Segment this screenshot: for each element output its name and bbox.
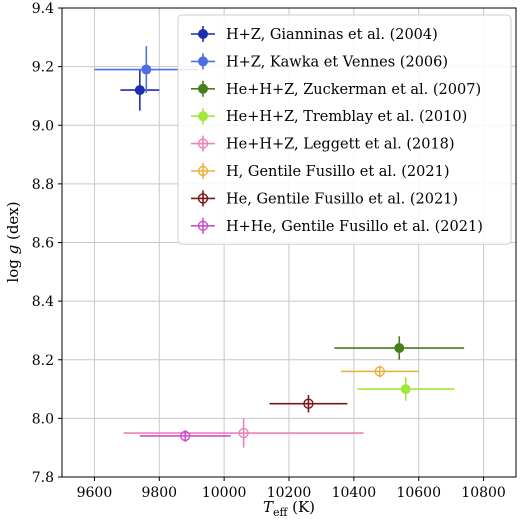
legend-entry: He+H+Z, Zuckerman et al. (2007) bbox=[191, 80, 481, 98]
legend-label: He, Gentile Fusillo et al. (2021) bbox=[226, 191, 458, 207]
data-point bbox=[340, 365, 419, 378]
x-tick-label: 10600 bbox=[396, 485, 441, 501]
data-point bbox=[357, 377, 455, 401]
legend-entry: He+H+Z, Leggett et al. (2018) bbox=[191, 135, 455, 153]
legend-marker bbox=[197, 138, 209, 149]
legend-label: H+Z, Gianninas et al. (2004) bbox=[226, 27, 438, 43]
x-tick-label: 9600 bbox=[77, 485, 113, 501]
x-tick-label: 10200 bbox=[267, 485, 312, 501]
marker bbox=[303, 398, 314, 409]
marker bbox=[400, 384, 411, 395]
legend-marker bbox=[198, 56, 208, 67]
marker bbox=[180, 430, 191, 442]
y-tick-label: 8.2 bbox=[32, 353, 54, 369]
legend-label: He+H+Z, Leggett et al. (2018) bbox=[226, 137, 455, 153]
legend-entry: He, Gentile Fusillo et al. (2021) bbox=[191, 190, 458, 207]
y-tick-label: 7.8 bbox=[32, 470, 54, 486]
legend-label: He+H+Z, Tremblay et al. (2010) bbox=[226, 109, 467, 125]
legend: H+Z, Gianninas et al. (2004) H+Z, Kawka e… bbox=[177, 14, 512, 245]
legend-entry: H+He, Gentile Fusillo et al. (2021) bbox=[191, 217, 483, 235]
data-point bbox=[334, 336, 465, 360]
legend-entry: H+Z, Gianninas et al. (2004) bbox=[191, 26, 438, 43]
legend-label: H, Gentile Fusillo et al. (2021) bbox=[226, 164, 449, 180]
x-tick-label: 10000 bbox=[202, 485, 247, 501]
marker bbox=[394, 343, 405, 354]
data-point bbox=[139, 430, 231, 442]
data-point bbox=[269, 394, 348, 413]
y-tick-label: 8.0 bbox=[32, 411, 54, 427]
y-tick-label: 9.2 bbox=[32, 60, 54, 76]
x-tick-label: 10800 bbox=[461, 485, 506, 501]
marker bbox=[134, 85, 145, 96]
data-point bbox=[123, 418, 364, 448]
legend-marker bbox=[197, 193, 209, 204]
legend-marker bbox=[197, 165, 209, 177]
y-tick-label: 9.0 bbox=[32, 118, 54, 134]
legend-marker bbox=[197, 220, 209, 232]
legend-entry: H+Z, Kawka et Vennes (2006) bbox=[191, 53, 448, 70]
y-tick-label: 8.8 bbox=[32, 177, 54, 193]
data-point bbox=[120, 69, 160, 111]
ticks: 9600 9800 10000 10200 10400 10600 10800 7.8 8.0 8… bbox=[32, 1, 506, 501]
legend-label: He+H+Z, Zuckerman et al. (2007) bbox=[226, 82, 481, 98]
y-tick-label: 9.4 bbox=[32, 1, 54, 17]
marker bbox=[141, 64, 152, 75]
x-tick-label: 10400 bbox=[332, 485, 377, 501]
legend-entry: H, Gentile Fusillo et al. (2021) bbox=[191, 163, 449, 180]
legend-marker bbox=[198, 83, 208, 94]
legend-marker bbox=[198, 29, 208, 39]
legend-box bbox=[177, 14, 512, 245]
x-axis-label: Teff (K) bbox=[263, 498, 315, 519]
y-axis-label: log g (dex) bbox=[4, 201, 22, 282]
marker bbox=[374, 366, 385, 377]
marker bbox=[238, 427, 249, 439]
y-tick-label: 8.6 bbox=[32, 236, 54, 252]
legend-marker bbox=[198, 111, 208, 122]
legend-label: H+He, Gentile Fusillo et al. (2021) bbox=[226, 219, 483, 235]
legend-entry: He+H+Z, Tremblay et al. (2010) bbox=[191, 108, 467, 125]
legend-label: H+Z, Kawka et Vennes (2006) bbox=[226, 54, 448, 70]
x-tick-label: 9800 bbox=[141, 485, 177, 501]
y-tick-label: 8.4 bbox=[32, 294, 54, 310]
